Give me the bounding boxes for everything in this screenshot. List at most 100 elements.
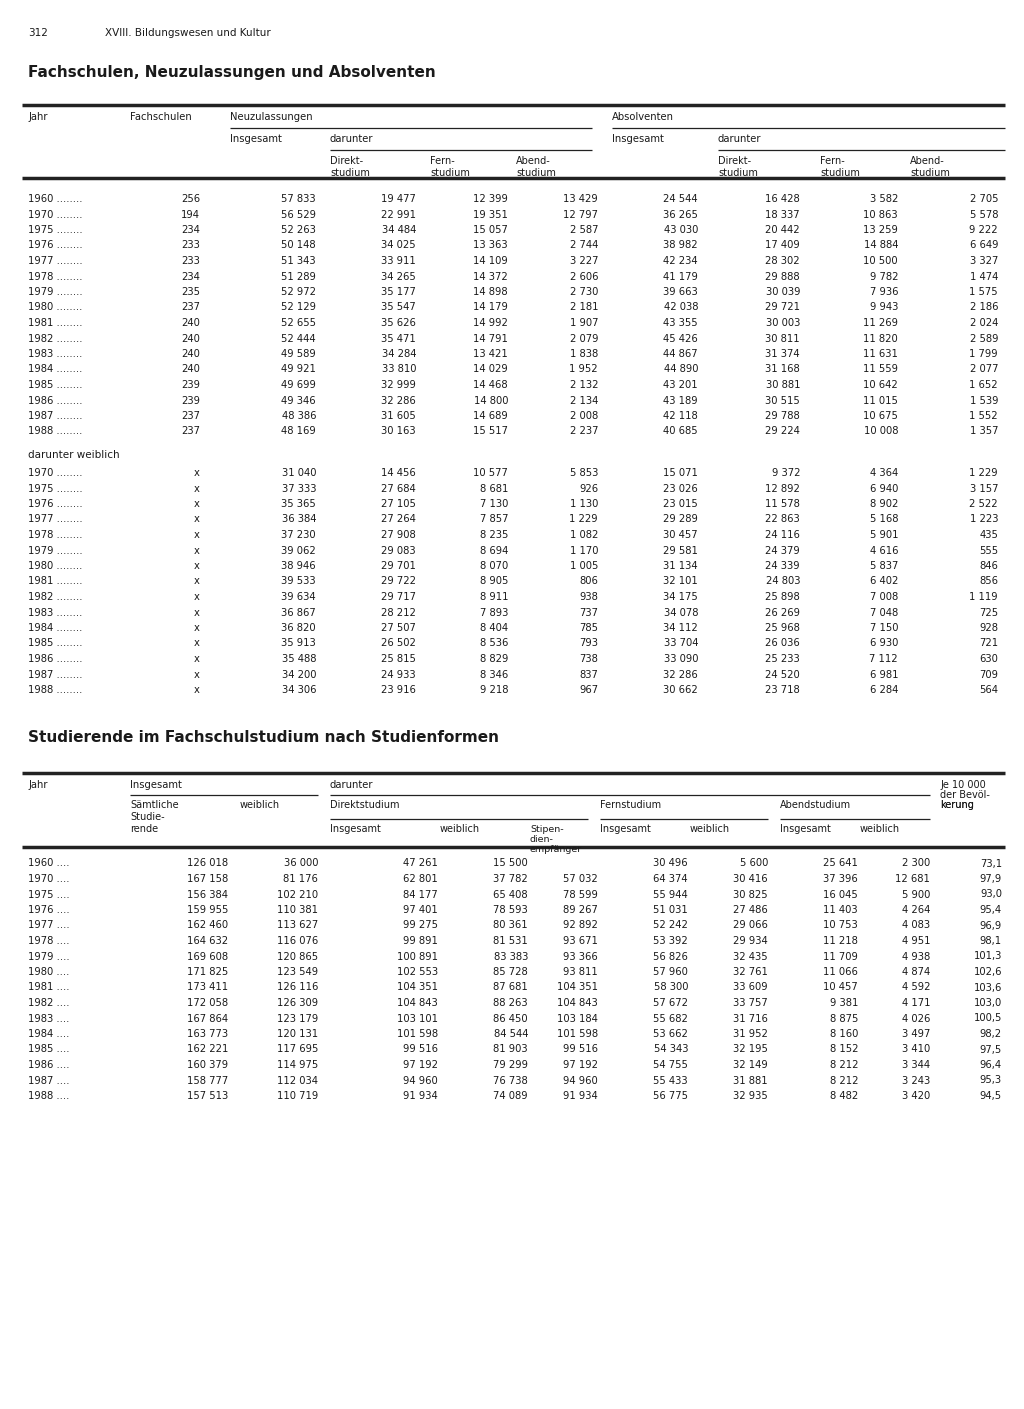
Text: 52 129: 52 129 — [281, 303, 316, 313]
Text: 31 881: 31 881 — [733, 1075, 768, 1085]
Text: 48 169: 48 169 — [282, 427, 316, 437]
Text: 11 015: 11 015 — [863, 396, 898, 406]
Text: 29 289: 29 289 — [664, 514, 698, 524]
Text: 29 721: 29 721 — [765, 303, 800, 313]
Text: 32 761: 32 761 — [733, 967, 768, 976]
Text: 1970 ........: 1970 ........ — [28, 468, 83, 478]
Text: 9 372: 9 372 — [771, 468, 800, 478]
Text: Insgesamt: Insgesamt — [600, 824, 651, 834]
Text: 34 265: 34 265 — [381, 272, 416, 282]
Text: 1980 ........: 1980 ........ — [28, 303, 82, 313]
Text: 89 267: 89 267 — [563, 905, 598, 914]
Text: 5 837: 5 837 — [869, 561, 898, 571]
Text: 116 076: 116 076 — [276, 936, 318, 945]
Text: 194: 194 — [181, 210, 200, 220]
Text: 86 450: 86 450 — [494, 1013, 528, 1023]
Text: 1979 ........: 1979 ........ — [28, 287, 83, 297]
Text: 93 366: 93 366 — [563, 951, 598, 961]
Text: 32 195: 32 195 — [733, 1044, 768, 1054]
Text: 102 553: 102 553 — [397, 967, 438, 976]
Text: 8 829: 8 829 — [479, 654, 508, 664]
Text: 76 738: 76 738 — [494, 1075, 528, 1085]
Text: 32 149: 32 149 — [733, 1060, 768, 1069]
Text: x: x — [195, 561, 200, 571]
Text: 29 788: 29 788 — [765, 411, 800, 421]
Text: 1986 ....: 1986 .... — [28, 1060, 70, 1069]
Text: 1975 ........: 1975 ........ — [28, 225, 83, 235]
Text: 29 722: 29 722 — [381, 576, 416, 586]
Text: 846: 846 — [979, 561, 998, 571]
Text: 14 884: 14 884 — [863, 241, 898, 251]
Text: 1985 ........: 1985 ........ — [28, 380, 83, 390]
Text: 97 192: 97 192 — [403, 1060, 438, 1069]
Text: Fern-
studium: Fern- studium — [430, 156, 470, 178]
Text: 2 077: 2 077 — [970, 365, 998, 375]
Text: 2 237: 2 237 — [569, 427, 598, 437]
Text: 1 229: 1 229 — [569, 514, 598, 524]
Text: 30 825: 30 825 — [733, 889, 768, 899]
Text: 1987 ........: 1987 ........ — [28, 411, 83, 421]
Text: 8 875: 8 875 — [829, 1013, 858, 1023]
Text: Fernstudium: Fernstudium — [600, 800, 662, 810]
Text: 39 062: 39 062 — [282, 545, 316, 555]
Text: 2 705: 2 705 — [970, 194, 998, 204]
Text: 99 891: 99 891 — [403, 936, 438, 945]
Text: Sämtliche
Studie-
rende: Sämtliche Studie- rende — [130, 800, 178, 834]
Text: 8 694: 8 694 — [479, 545, 508, 555]
Text: 43 355: 43 355 — [664, 318, 698, 328]
Text: 126 018: 126 018 — [186, 858, 228, 868]
Text: 33 704: 33 704 — [664, 638, 698, 648]
Text: 19 351: 19 351 — [473, 210, 508, 220]
Text: 18 337: 18 337 — [765, 210, 800, 220]
Text: 10 675: 10 675 — [863, 411, 898, 421]
Text: 1980 ....: 1980 .... — [28, 967, 70, 976]
Text: 97 401: 97 401 — [403, 905, 438, 914]
Text: darunter: darunter — [330, 134, 374, 144]
Text: 92 892: 92 892 — [563, 920, 598, 930]
Text: 167 864: 167 864 — [186, 1013, 228, 1023]
Text: 95,3: 95,3 — [980, 1075, 1002, 1085]
Text: 160 379: 160 379 — [186, 1060, 228, 1069]
Text: 564: 564 — [979, 685, 998, 695]
Text: 23 718: 23 718 — [765, 685, 800, 695]
Text: 43 030: 43 030 — [664, 225, 698, 235]
Text: 25 815: 25 815 — [381, 654, 416, 664]
Text: 1983 ........: 1983 ........ — [28, 607, 82, 617]
Text: 52 263: 52 263 — [282, 225, 316, 235]
Text: 8 160: 8 160 — [829, 1029, 858, 1038]
Text: darunter: darunter — [330, 779, 374, 789]
Text: 15 500: 15 500 — [494, 858, 528, 868]
Text: 3 157: 3 157 — [970, 483, 998, 493]
Text: 29 066: 29 066 — [733, 920, 768, 930]
Text: 42 038: 42 038 — [664, 303, 698, 313]
Text: 44 867: 44 867 — [664, 349, 698, 359]
Text: 11 269: 11 269 — [863, 318, 898, 328]
Text: 113 627: 113 627 — [276, 920, 318, 930]
Text: 104 843: 104 843 — [557, 998, 598, 1007]
Text: kerung: kerung — [940, 800, 974, 810]
Text: 3 344: 3 344 — [902, 1060, 930, 1069]
Text: 240: 240 — [181, 318, 200, 328]
Text: 1982 ........: 1982 ........ — [28, 334, 83, 344]
Text: Je 10 000: Je 10 000 — [940, 779, 986, 789]
Text: 30 811: 30 811 — [765, 334, 800, 344]
Text: 237: 237 — [181, 411, 200, 421]
Text: 104 843: 104 843 — [397, 998, 438, 1007]
Text: 43 189: 43 189 — [664, 396, 698, 406]
Text: 123 549: 123 549 — [276, 967, 318, 976]
Text: 28 212: 28 212 — [381, 607, 416, 617]
Text: 1978 ........: 1978 ........ — [28, 272, 83, 282]
Text: 235: 235 — [181, 287, 200, 297]
Text: 7 130: 7 130 — [479, 499, 508, 509]
Text: 5 578: 5 578 — [970, 210, 998, 220]
Text: 35 626: 35 626 — [381, 318, 416, 328]
Text: x: x — [195, 576, 200, 586]
Text: 1977 ....: 1977 .... — [28, 920, 70, 930]
Text: 2 024: 2 024 — [970, 318, 998, 328]
Text: 38 946: 38 946 — [282, 561, 316, 571]
Text: 52 655: 52 655 — [281, 318, 316, 328]
Text: 101,3: 101,3 — [974, 951, 1002, 961]
Text: 4 364: 4 364 — [869, 468, 898, 478]
Text: 7 112: 7 112 — [869, 654, 898, 664]
Text: 3 327: 3 327 — [970, 256, 998, 266]
